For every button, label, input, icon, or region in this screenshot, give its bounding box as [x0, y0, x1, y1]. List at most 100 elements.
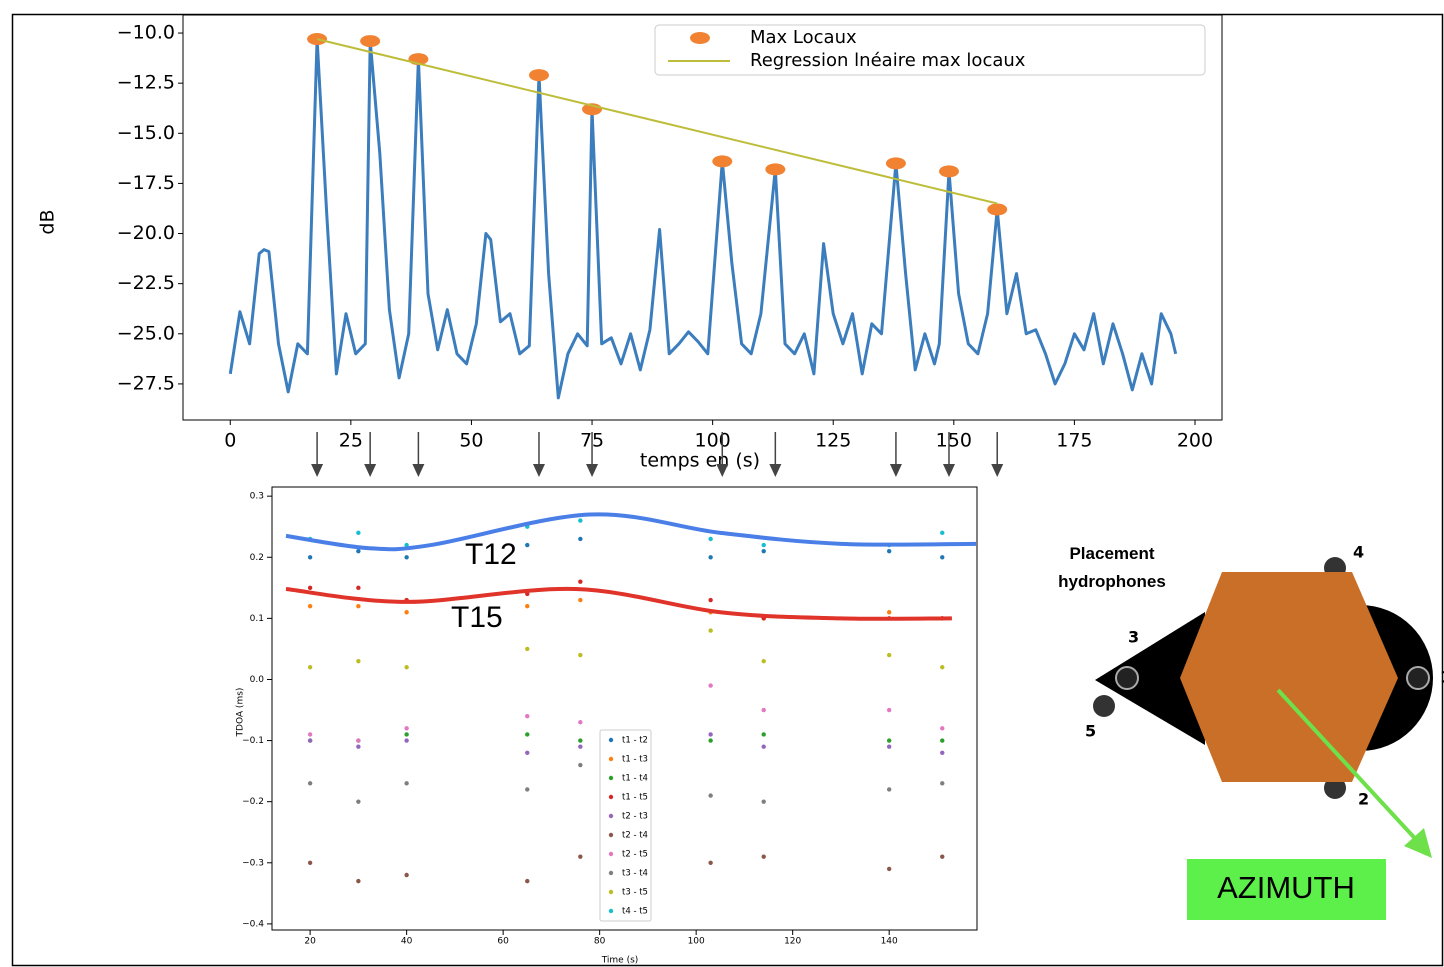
tdoa-point [525, 878, 530, 884]
azimuth-arrowhead [1404, 828, 1432, 858]
hydrophone-label: 5 [1085, 722, 1096, 741]
curve-label: T15 [451, 601, 503, 634]
tdoa-point [307, 555, 313, 560]
tdoa-point [356, 585, 361, 591]
x-axis-label: Time (s) [601, 956, 639, 966]
tdoa-point [578, 536, 583, 542]
y-tick-label: −20.0 [117, 222, 175, 244]
tdoa-point [761, 799, 766, 804]
x-tick-label: 175 [1056, 430, 1092, 452]
plot-area [182, 14, 1223, 421]
tdoa-point [356, 744, 361, 749]
legend-label: t2 - t3 [622, 812, 648, 822]
tdoa-point [404, 872, 409, 878]
tdoa-point [940, 738, 945, 743]
y-tick-label: −22.5 [117, 272, 175, 294]
tdoa-point [886, 610, 892, 615]
hydrophone [1324, 777, 1346, 799]
tdoa-point [404, 665, 409, 670]
legend-swatch [608, 756, 614, 762]
hydrophone [1115, 666, 1139, 690]
tdoa-point [940, 665, 945, 670]
y-tick-label: −10.0 [117, 22, 175, 44]
tdoa-point [886, 787, 892, 792]
y-tick-label: 0.2 [250, 553, 264, 563]
legend-swatch [608, 775, 614, 781]
tdoa-point [940, 555, 945, 560]
legend-swatch [608, 813, 614, 819]
tdoa-point [578, 738, 583, 743]
tdoa-point [307, 781, 313, 786]
y-axis-label: TDOA (ms) [236, 688, 246, 738]
legend-label: t2 - t5 [622, 850, 648, 860]
tdoa-point [307, 732, 313, 737]
y-tick-label: −15.0 [117, 122, 175, 144]
hydrophone [1093, 695, 1115, 717]
tdoa-point [307, 738, 313, 743]
tdoa-point [356, 799, 361, 804]
y-tick-label: −0.2 [242, 797, 264, 807]
link-arrowhead [586, 464, 599, 477]
legend-swatch [608, 908, 614, 914]
tdoa-point [708, 555, 713, 560]
hydrophone-diagram: 1 2 3 4 5 AZIMUTH [1085, 543, 1444, 920]
y-axis-label: dB [37, 209, 59, 234]
x-tick-label: 80 [594, 937, 606, 947]
azimuth-box [1187, 859, 1386, 920]
tdoa-point [578, 744, 583, 749]
x-axis-label: temps en (s) [640, 450, 760, 472]
link-arrowhead [412, 464, 425, 477]
tdoa-point [404, 732, 409, 737]
legend-swatch [608, 794, 614, 800]
max-marker [712, 155, 733, 168]
tdoa-point [578, 579, 583, 584]
x-tick-label: 25 [339, 430, 363, 452]
tdoa-point [886, 866, 892, 872]
legend-swatch [608, 889, 614, 895]
tdoa-point [940, 530, 945, 536]
azimuth-arrow [1276, 688, 1424, 848]
tdoa-point [886, 738, 892, 743]
max-marker [528, 69, 549, 82]
max-marker [765, 163, 786, 176]
tdoa-point [708, 738, 713, 743]
legend-label: t4 - t5 [622, 907, 648, 917]
link-arrowhead [889, 464, 902, 477]
legend-label: t3 - t5 [622, 888, 648, 898]
y-tick-label: −17.5 [117, 172, 175, 194]
tdoa-point [307, 860, 313, 865]
legend-label: t1 - t3 [622, 755, 648, 765]
tdoa-point [708, 732, 713, 737]
x-tick-label: 100 [694, 430, 730, 452]
tdoa-point [525, 542, 530, 548]
tdoa-point [578, 762, 583, 768]
tdoa-point [404, 781, 409, 786]
tdoa-point [761, 658, 766, 664]
tdoa-point [761, 542, 766, 548]
tdoa-point [307, 603, 313, 609]
legend-label: t1 - t4 [622, 774, 648, 784]
hydrophone-label: 2 [1358, 790, 1369, 809]
x-tick-label: 100 [688, 937, 705, 947]
tdoa-point [525, 603, 530, 609]
x-tick-label: 140 [881, 937, 898, 947]
legend-label: t1 - t2 [622, 736, 648, 746]
tdoa-point [356, 548, 361, 554]
legend-swatch [608, 737, 614, 743]
diagram-title: Placement hydrophones [1058, 544, 1166, 591]
link-arrowhead [364, 464, 377, 477]
link-arrowhead [942, 464, 955, 477]
tdoa-point [761, 548, 766, 554]
x-tick-label: 40 [401, 937, 413, 947]
legend-label: t3 - t4 [622, 869, 648, 879]
tdoa-point [708, 683, 713, 688]
tdoa-point [886, 744, 892, 749]
tdoa-point [708, 536, 713, 542]
link-arrowhead [991, 464, 1004, 477]
legend-label: t2 - t4 [622, 831, 648, 841]
max-marker [360, 35, 381, 48]
tdoa-point [578, 854, 583, 859]
tdoa-point [708, 628, 713, 633]
tdoa-point [761, 732, 766, 737]
link-arrowhead [532, 464, 545, 477]
